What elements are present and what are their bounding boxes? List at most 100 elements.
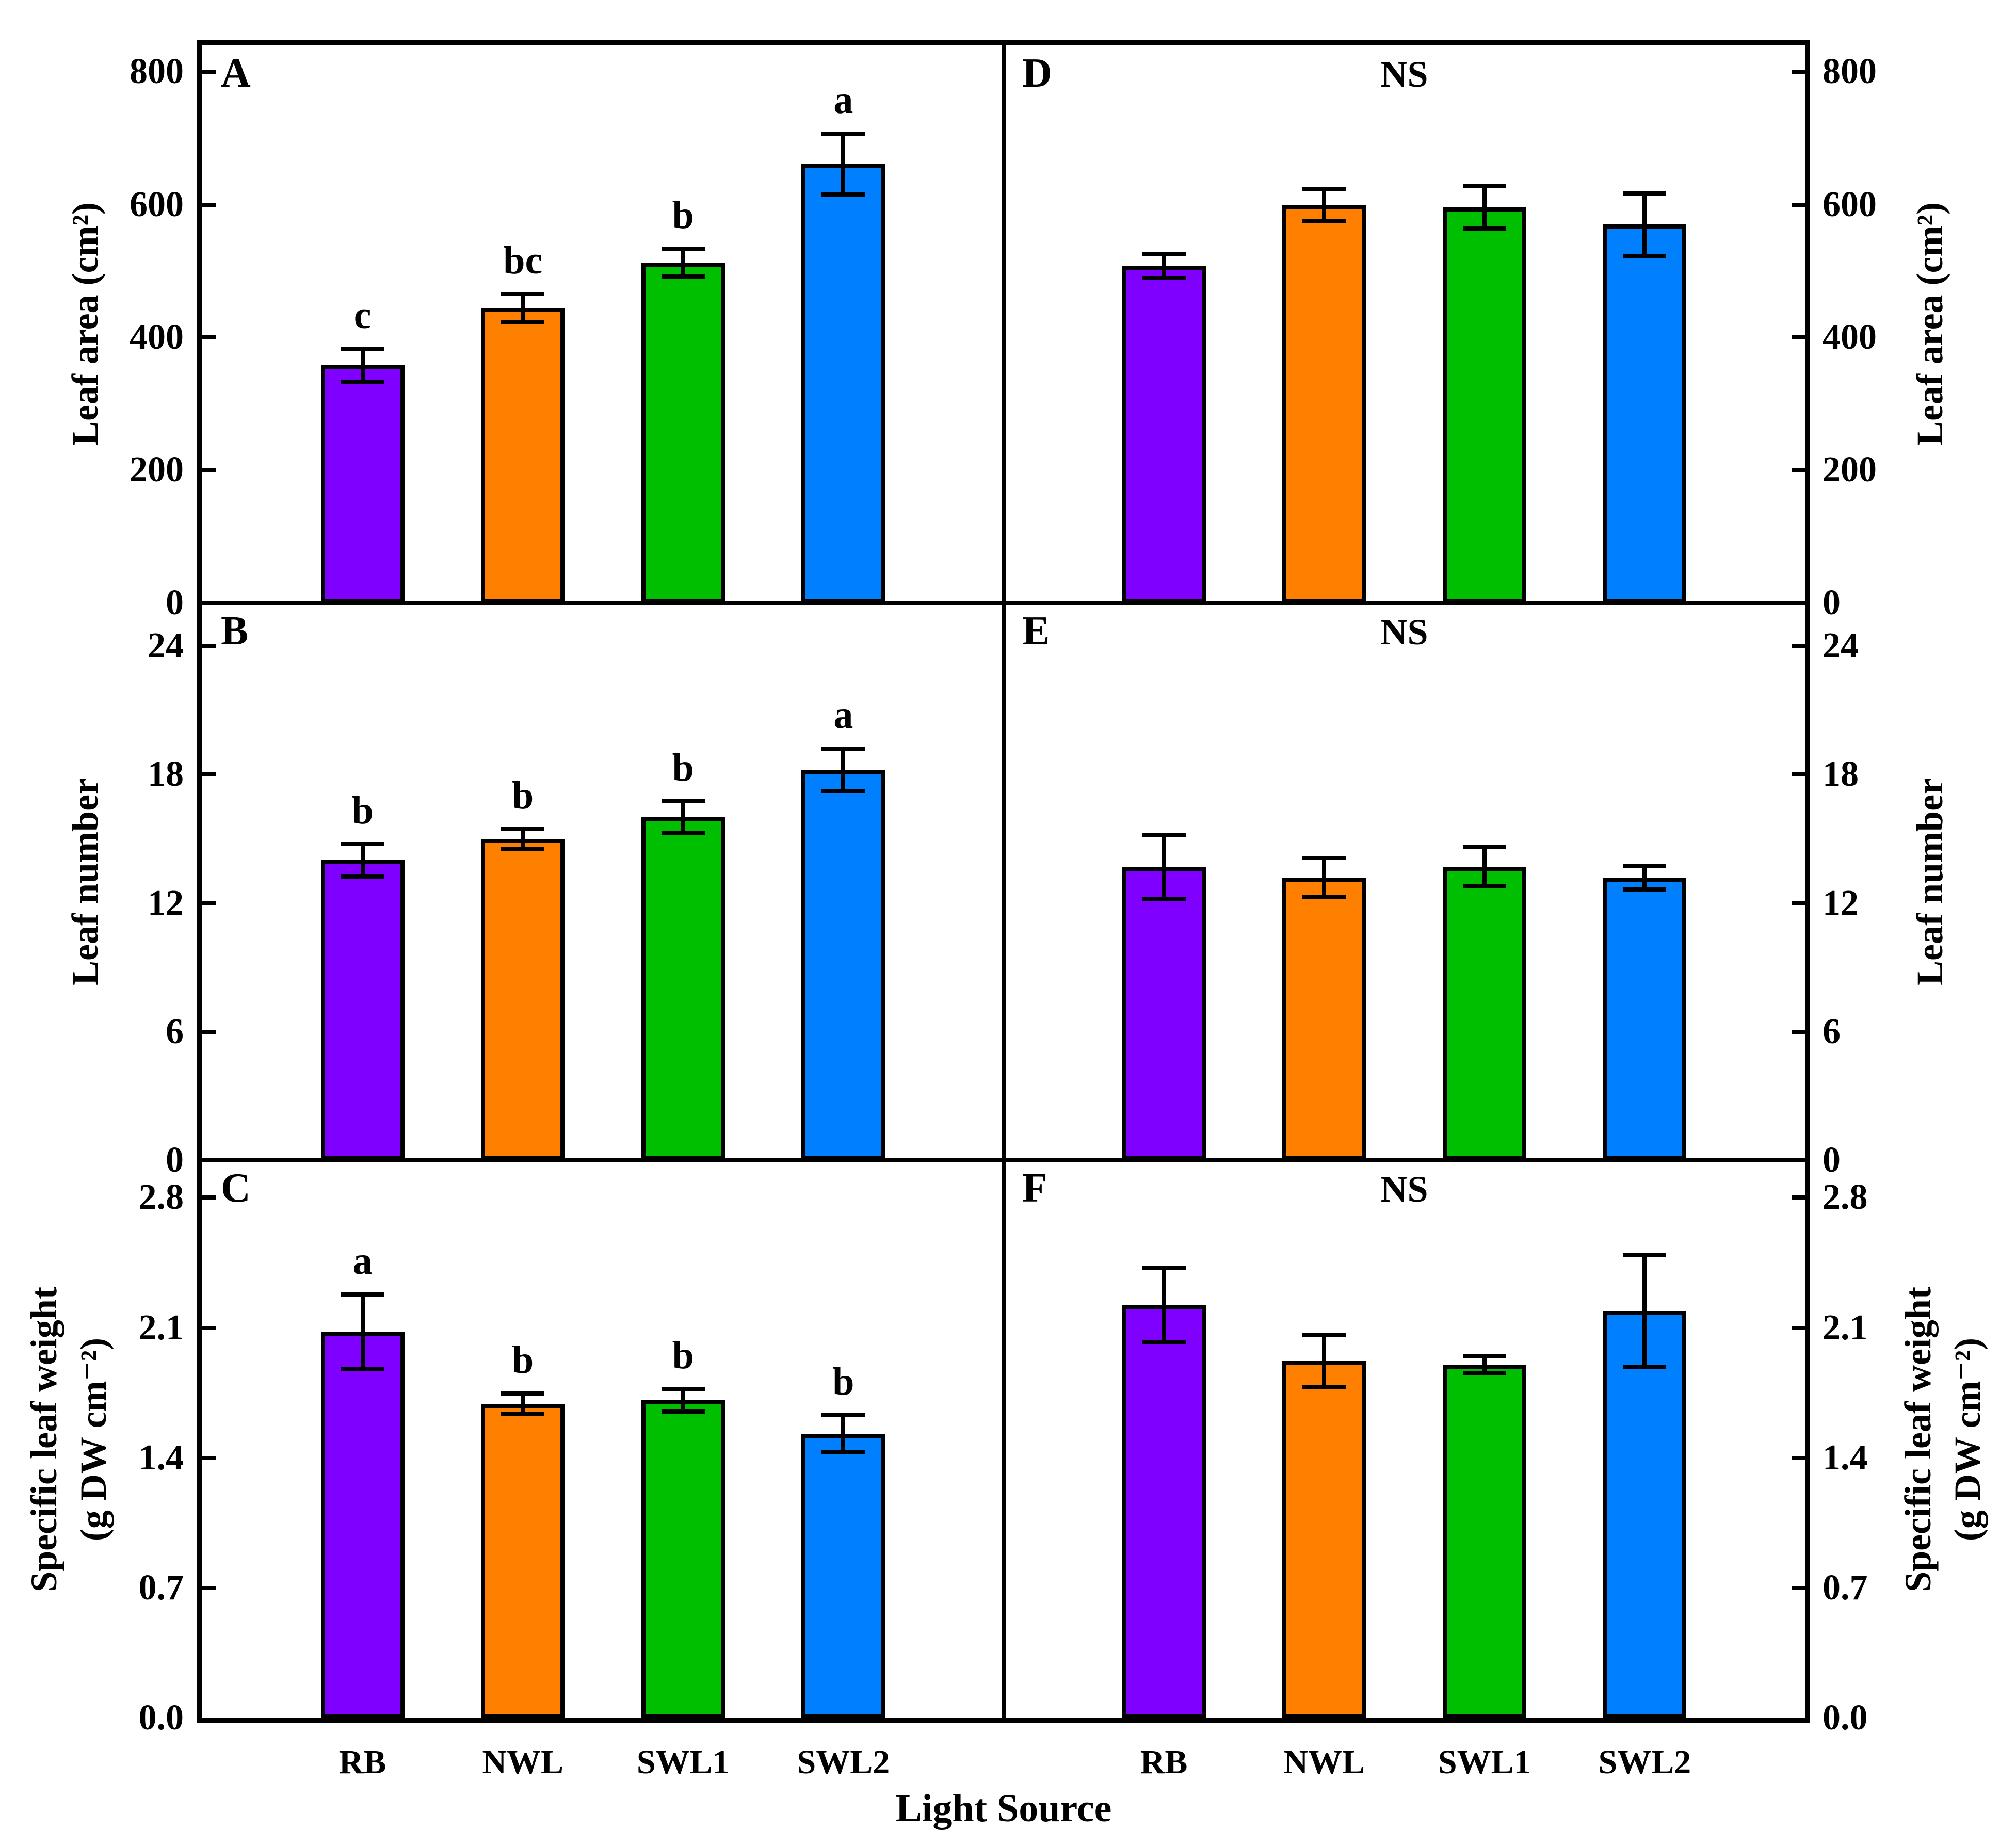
y-axis-title-text: Leaf area (cm²) bbox=[64, 202, 106, 446]
error-bar-line bbox=[681, 801, 685, 834]
error-bar-cap-top bbox=[1302, 856, 1346, 861]
error-bar-cap-bottom bbox=[341, 1366, 384, 1371]
bar-B-SWL1 bbox=[641, 817, 725, 1161]
plot-area-border bbox=[197, 40, 1810, 1723]
y-tick bbox=[1792, 1195, 1805, 1200]
error-bar-cap-bottom bbox=[661, 274, 705, 279]
bar-D-SWL2 bbox=[1603, 224, 1687, 603]
error-bar-cap-top bbox=[1142, 832, 1186, 837]
x-axis-title: Light Source bbox=[895, 1787, 1112, 1830]
y-tick bbox=[1792, 1325, 1805, 1330]
error-bar-line bbox=[841, 1415, 846, 1452]
significance-letter: a bbox=[833, 78, 853, 122]
error-bar-cap-top bbox=[501, 292, 545, 297]
y-tick bbox=[1792, 643, 1805, 648]
y-tick bbox=[1792, 772, 1805, 777]
y-tick-label: 18 bbox=[1823, 754, 1859, 795]
bar-C-SWL1 bbox=[641, 1400, 725, 1718]
y-tick-label: 600 bbox=[130, 184, 184, 224]
error-bar-cap-top bbox=[341, 842, 384, 847]
significance-letter: a bbox=[833, 693, 853, 737]
y-tick bbox=[202, 1455, 216, 1460]
y-tick bbox=[202, 1325, 216, 1330]
error-bar-cap-bottom bbox=[661, 1409, 705, 1414]
y-axis-title-text: Leaf number bbox=[64, 778, 106, 985]
y-tick-label: 2.1 bbox=[1823, 1307, 1868, 1348]
significance-letter: b bbox=[512, 1338, 534, 1382]
error-bar-line bbox=[1162, 1268, 1166, 1343]
y-axis-title-text: Specific leaf weight (g DW cm⁻²) bbox=[23, 1286, 114, 1592]
error-bar-cap-top bbox=[501, 1391, 545, 1396]
error-bar-cap-bottom bbox=[821, 1450, 865, 1454]
error-bar-cap-bottom bbox=[1302, 218, 1346, 223]
bar-C-SWL2 bbox=[801, 1433, 885, 1718]
y-tick-label: 24 bbox=[1823, 625, 1859, 666]
error-bar-line bbox=[1322, 1335, 1327, 1387]
error-bar-cap-top bbox=[1623, 863, 1667, 868]
y-tick bbox=[1792, 1455, 1805, 1460]
panel-letter-E: E bbox=[1022, 608, 1050, 654]
error-bar-cap-top bbox=[1462, 1354, 1506, 1359]
y-tick bbox=[202, 1029, 216, 1034]
y-tick bbox=[202, 468, 216, 473]
y-tick bbox=[202, 901, 216, 905]
y-tick bbox=[1792, 202, 1805, 207]
panel-divider-horizontal bbox=[202, 601, 1805, 605]
error-bar-cap-top bbox=[1302, 1333, 1346, 1337]
y-tick bbox=[1792, 70, 1805, 74]
y-tick-label: 2.1 bbox=[138, 1307, 184, 1348]
y-tick bbox=[202, 1195, 216, 1200]
y-tick-label: 200 bbox=[130, 450, 184, 490]
error-bar-cap-top bbox=[821, 747, 865, 751]
bar-D-NWL bbox=[1282, 204, 1366, 603]
x-tick-label-C-NWL: NWL bbox=[482, 1743, 564, 1781]
significance-letter: b bbox=[832, 1359, 854, 1403]
significance-letter: c bbox=[353, 293, 372, 337]
y-tick-label: 2.8 bbox=[138, 1177, 184, 1218]
error-bar-line bbox=[360, 1294, 365, 1369]
panel-letter-D: D bbox=[1022, 51, 1052, 96]
error-bar-cap-top bbox=[661, 246, 705, 251]
y-tick bbox=[202, 70, 216, 74]
x-tick-label-F-SWL1: SWL1 bbox=[1438, 1743, 1531, 1781]
error-bar-cap-bottom bbox=[501, 1412, 545, 1417]
error-bar-cap-bottom bbox=[1462, 884, 1506, 888]
y-tick-label: 800 bbox=[1823, 52, 1877, 92]
y-tick-label: 200 bbox=[1823, 450, 1877, 490]
panel-letter-F: F bbox=[1022, 1165, 1047, 1211]
error-bar-cap-bottom bbox=[1623, 1365, 1667, 1369]
bar-B-RB bbox=[320, 860, 405, 1161]
y-tick-label: 6 bbox=[166, 1011, 184, 1051]
bar-A-SWL2 bbox=[801, 164, 885, 603]
bar-F-SWL2 bbox=[1603, 1311, 1687, 1718]
bar-E-SWL2 bbox=[1603, 877, 1687, 1161]
error-bar-line bbox=[521, 1394, 525, 1415]
error-bar-line bbox=[841, 749, 846, 792]
error-bar-cap-bottom bbox=[1142, 276, 1186, 280]
error-bar-line bbox=[1642, 193, 1647, 256]
error-bar-cap-bottom bbox=[341, 874, 384, 879]
error-bar-cap-top bbox=[501, 827, 545, 832]
y-tick bbox=[1792, 901, 1805, 905]
y-tick-label: 400 bbox=[1823, 317, 1877, 358]
bar-F-NWL bbox=[1282, 1361, 1366, 1718]
error-bar-line bbox=[360, 844, 365, 877]
bar-C-NWL bbox=[481, 1404, 565, 1718]
y-tick-label: 0.0 bbox=[138, 1698, 184, 1738]
x-tick-label-F-RB: RB bbox=[1140, 1743, 1188, 1781]
error-bar-cap-bottom bbox=[661, 831, 705, 836]
error-bar-cap-top bbox=[341, 1292, 384, 1297]
error-bar-cap-bottom bbox=[1142, 897, 1186, 901]
y-tick-label: 24 bbox=[148, 625, 184, 666]
error-bar-cap-bottom bbox=[341, 380, 384, 384]
bar-E-RB bbox=[1122, 866, 1206, 1161]
error-bar-cap-bottom bbox=[821, 789, 865, 794]
y-tick bbox=[1792, 1029, 1805, 1034]
y-tick-label: 0 bbox=[166, 1140, 184, 1180]
error-bar-line bbox=[681, 1389, 685, 1412]
bar-B-NWL bbox=[481, 838, 565, 1161]
y-axis-title-text: Leaf area (cm²) bbox=[1909, 202, 1950, 446]
y-tick-label: 6 bbox=[1823, 1011, 1841, 1051]
error-bar-cap-top bbox=[1142, 1266, 1186, 1271]
